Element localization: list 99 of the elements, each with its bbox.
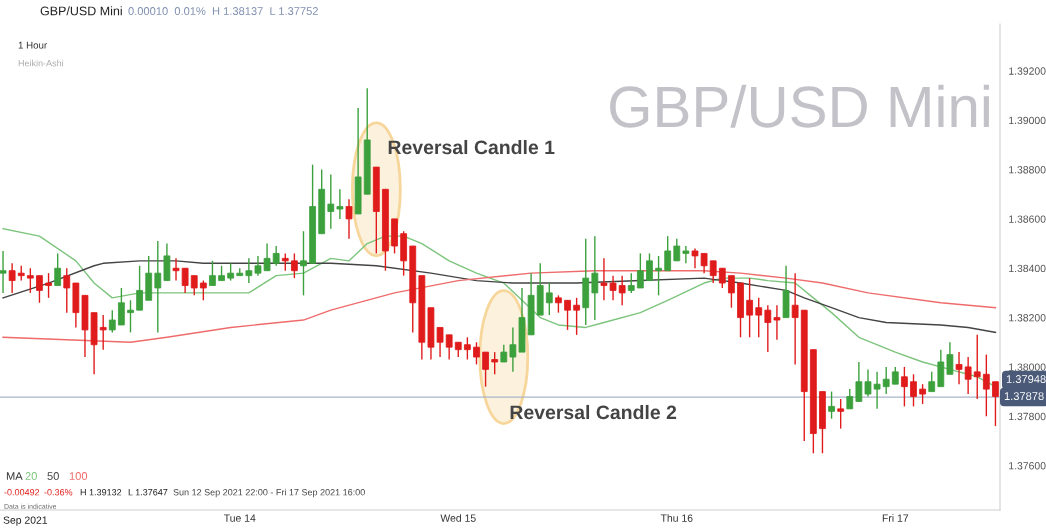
candlestick bbox=[618, 274, 626, 306]
annotation: MA bbox=[6, 472, 23, 480]
candlestick bbox=[564, 299, 571, 331]
candlestick bbox=[591, 235, 599, 321]
candlestick bbox=[209, 260, 216, 287]
candlestick bbox=[136, 265, 143, 311]
candlestick bbox=[327, 173, 335, 230]
candlestick bbox=[300, 230, 307, 297]
candlestick bbox=[199, 279, 207, 301]
annotation: L 1.37647 bbox=[128, 489, 168, 496]
y-tick-label: 1.38200 bbox=[1009, 314, 1046, 322]
ref-line-label: 1.37878 bbox=[1004, 392, 1044, 400]
text: Sep 2021 bbox=[3, 516, 48, 526]
candlestick bbox=[336, 188, 344, 220]
y-tick-label: 1.38600 bbox=[1009, 215, 1046, 223]
y-tick-label: 1.38800 bbox=[1009, 166, 1046, 174]
candlestick bbox=[964, 356, 972, 395]
candlestick bbox=[99, 314, 107, 351]
candlestick bbox=[946, 341, 954, 376]
candlestick bbox=[245, 257, 253, 284]
candlestick bbox=[26, 267, 34, 294]
candlestick bbox=[973, 334, 981, 400]
candlestick bbox=[992, 381, 999, 427]
y-tick-label: 1.39000 bbox=[1009, 116, 1046, 125]
x-tick-label: Wed 15 bbox=[440, 514, 476, 522]
annotation: Heikin-Ashi bbox=[18, 59, 64, 67]
candlestick bbox=[0, 250, 7, 294]
candlestick bbox=[928, 371, 936, 393]
candlestick bbox=[8, 262, 16, 294]
x-tick-label: Fri 17 bbox=[882, 514, 909, 522]
annotation: Reversal Candle 1 bbox=[388, 139, 555, 155]
candlestick bbox=[63, 267, 71, 314]
annotation: Reversal Candle 2 bbox=[510, 404, 677, 420]
candlestick bbox=[108, 309, 116, 334]
candlestick bbox=[473, 341, 480, 366]
line-series bbox=[2, 260, 997, 334]
text: 50 bbox=[47, 472, 59, 480]
annotation: H 1.39132 bbox=[80, 489, 122, 496]
candlestick bbox=[791, 272, 799, 366]
candlestick bbox=[764, 304, 772, 353]
x-tick-label: Thu 16 bbox=[660, 514, 693, 522]
candlestick bbox=[901, 366, 908, 408]
candlestick bbox=[728, 274, 735, 309]
candlestick bbox=[627, 272, 635, 294]
candlestick bbox=[646, 252, 653, 282]
candlestick bbox=[54, 252, 62, 287]
candlestick bbox=[445, 334, 453, 361]
candlestick bbox=[345, 198, 353, 240]
annotation: Sun 12 Sep 2021 22:00 - Fri 17 Sep 2021 16:00 bbox=[173, 488, 365, 498]
text: 20 bbox=[25, 472, 37, 480]
candlestick bbox=[919, 383, 926, 405]
candlestick bbox=[709, 260, 717, 284]
candlestick bbox=[154, 240, 162, 334]
candlestick bbox=[882, 366, 890, 395]
candlestick bbox=[655, 255, 662, 297]
candlestick bbox=[837, 398, 845, 430]
x-tick-label: Tue 14 bbox=[223, 514, 256, 522]
candlestick bbox=[746, 277, 753, 339]
candlestick bbox=[828, 390, 835, 420]
candlestick bbox=[190, 274, 198, 297]
candlestick bbox=[755, 297, 763, 339]
candlestick bbox=[910, 373, 917, 408]
chart-title: GBP/USD Mini bbox=[40, 6, 122, 16]
candlestick bbox=[45, 272, 52, 299]
candlestick bbox=[955, 351, 963, 385]
annotation: -0.00492 bbox=[4, 489, 40, 496]
candlestick bbox=[673, 237, 681, 262]
candlestick bbox=[36, 274, 43, 304]
candlestick bbox=[181, 267, 189, 294]
y-tick-label: 1.39200 bbox=[1009, 67, 1046, 75]
candlestick bbox=[664, 235, 672, 272]
candlestick bbox=[172, 257, 180, 282]
candlestick bbox=[118, 287, 125, 326]
candlestick bbox=[682, 245, 690, 264]
chart-subtitle: 0.00010 0.01% H 1.38137 L 1.37752 bbox=[128, 7, 318, 15]
y-tick-label: 1.37800 bbox=[1009, 412, 1046, 421]
candlestick bbox=[291, 252, 298, 279]
annotation: -0.36% bbox=[44, 489, 73, 496]
candlestick bbox=[855, 361, 863, 403]
y-tick-label: 1.37600 bbox=[1009, 462, 1046, 470]
line-series bbox=[2, 270, 997, 343]
candlestick bbox=[127, 299, 134, 334]
y-tick-label: 1.38400 bbox=[1009, 264, 1046, 273]
candlestick bbox=[846, 388, 854, 410]
candlestick bbox=[636, 252, 644, 289]
candlestick bbox=[491, 351, 499, 376]
annotation: GBP/USD Mini bbox=[610, 84, 989, 128]
candlestick bbox=[464, 336, 471, 361]
candlestick bbox=[545, 282, 553, 316]
annotation: 1 Hour bbox=[18, 41, 48, 49]
candlestick bbox=[773, 304, 781, 341]
candlestick bbox=[573, 297, 581, 336]
candlestick bbox=[272, 245, 280, 267]
candlestick bbox=[482, 351, 489, 388]
text: 100 bbox=[69, 472, 88, 480]
candlestick bbox=[718, 267, 726, 289]
text: 1.37948 bbox=[1006, 375, 1046, 383]
y-tick-label: 1.38000 bbox=[1009, 363, 1046, 371]
candlestick bbox=[982, 353, 990, 417]
